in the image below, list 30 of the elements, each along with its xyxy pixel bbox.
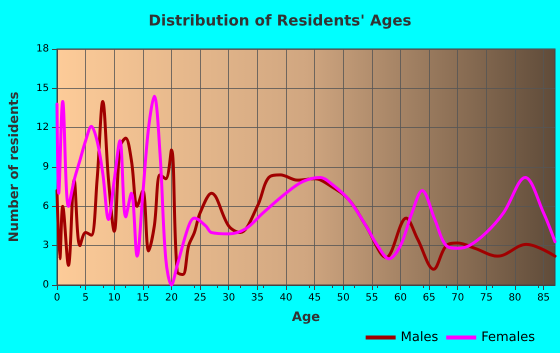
y-axis-title: Number of residents bbox=[7, 91, 22, 242]
x-tick-label: 60 bbox=[394, 292, 407, 304]
x-tick-label: 25 bbox=[194, 292, 206, 304]
x-tick-label: 75 bbox=[480, 292, 493, 304]
x-tick-label: 20 bbox=[165, 292, 178, 304]
x-tick-label: 55 bbox=[365, 292, 378, 304]
legend-label: Females bbox=[481, 330, 536, 345]
y-tick-label: 0 bbox=[42, 280, 49, 290]
x-tick-label: 70 bbox=[451, 292, 464, 304]
x-tick-label: 35 bbox=[250, 292, 264, 304]
x-tick-label: 0 bbox=[54, 292, 60, 304]
x-tick-label: 10 bbox=[108, 292, 121, 304]
y-tick-label: 6 bbox=[42, 200, 49, 212]
y-tick-label: 15 bbox=[36, 82, 49, 94]
x-tick-label: 5 bbox=[82, 292, 89, 304]
y-tick-label: 12 bbox=[36, 122, 49, 134]
x-tick-label: 45 bbox=[308, 292, 321, 304]
x-tick-label: 40 bbox=[280, 292, 292, 304]
chart-title: Distribution of Residents' Ages bbox=[148, 12, 412, 30]
x-tick-label: 85 bbox=[537, 292, 550, 304]
x-axis-title: Age bbox=[292, 310, 320, 325]
y-tick-label: 3 bbox=[42, 240, 49, 252]
legend-label: Males bbox=[400, 330, 438, 345]
x-tick-label: 15 bbox=[136, 292, 150, 304]
y-tick-label: 9 bbox=[42, 162, 49, 172]
x-tick-label: 50 bbox=[336, 292, 350, 304]
y-tick-label: 18 bbox=[36, 44, 49, 54]
x-tick-label: 65 bbox=[422, 292, 436, 304]
x-tick-label: 30 bbox=[222, 292, 236, 304]
x-tick-label: 80 bbox=[508, 292, 522, 304]
